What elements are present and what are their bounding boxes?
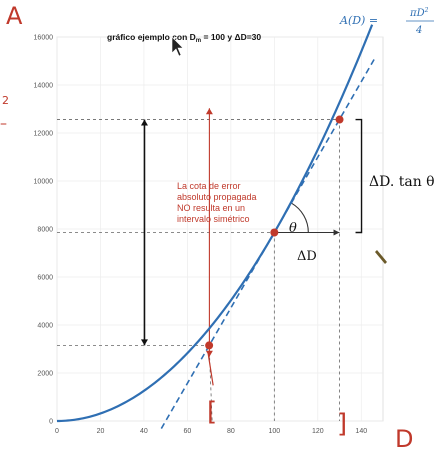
delta-d-arrow-head [333,229,340,236]
x-tick-label: 80 [227,428,235,435]
x-tick-label: 40 [140,428,148,435]
y-tick-label: 10000 [34,179,54,186]
data-point [270,228,279,237]
data-point [335,115,344,124]
area-curve [56,24,374,423]
y-tick-label: 0 [49,419,53,426]
x-tick-label: 140 [355,428,367,435]
points-layer [205,115,344,350]
y-tick-label: 16000 [34,35,54,42]
pen-icon [375,250,387,264]
y-tick-label: 14000 [34,83,54,90]
formula-lhs: A(D) = [339,14,378,27]
annotation-line-1: La cota de error [177,181,241,191]
chart-title: gráfico ejemplo con Dm = 100 y ΔD=30 [107,32,261,44]
hand-left-tick [207,353,214,386]
theta-label: θ [289,221,297,236]
y-tick-label: 2000 [37,371,53,378]
y-tick-label: 12000 [34,131,54,138]
error-annotation-text: La cota de error absoluto propagada NO r… [177,181,259,224]
grid-layer [56,36,384,422]
delta-d-label: ΔD [297,249,317,264]
x-tick-label: 120 [312,428,324,435]
red-symmetric-arrow-head [205,350,213,357]
y-tick-label: 8000 [37,227,53,234]
theta-arc [291,202,309,233]
delta-d-tan-theta-label: ΔD. tan θ [369,174,435,190]
ticks-layer: 0 20 40 60 80 100 120 140 0 2000 4000 6000 8000 10000… [34,35,368,436]
hand-right-bracket: ] [337,409,347,439]
y-tick-label: 4000 [37,323,53,330]
red-symmetric-arrow-head [205,108,213,115]
black-range-arrow-head [140,119,148,126]
annotation-line-4: intervalo simétrico [177,214,250,224]
guide-layer [57,108,363,422]
x-tick-label: 60 [184,428,192,435]
y-tick-label: 6000 [37,275,53,282]
hand-axis-d-label: D [395,425,413,453]
annotation-line-3: NO resulta en un [177,203,245,213]
annotation-line-2: absoluto propagada [177,192,257,202]
hand-left-dash: – [0,116,7,132]
hand-left-fragment: 2 [2,94,9,107]
guide-left-vertical [208,345,213,422]
black-range-arrow-head [140,339,148,346]
x-tick-label: 20 [97,428,105,435]
formula-numerator: πD2 [409,7,429,19]
formula-denominator: 4 [415,25,422,36]
hand-left-bracket: [ [207,397,217,427]
mouse-cursor-icon [171,36,184,57]
data-point [205,341,214,350]
x-tick-label: 100 [268,428,280,435]
x-tick-label: 0 [55,428,59,435]
delta-d-tan-bracket [355,118,363,234]
hand-axis-a-label: A [6,2,23,30]
